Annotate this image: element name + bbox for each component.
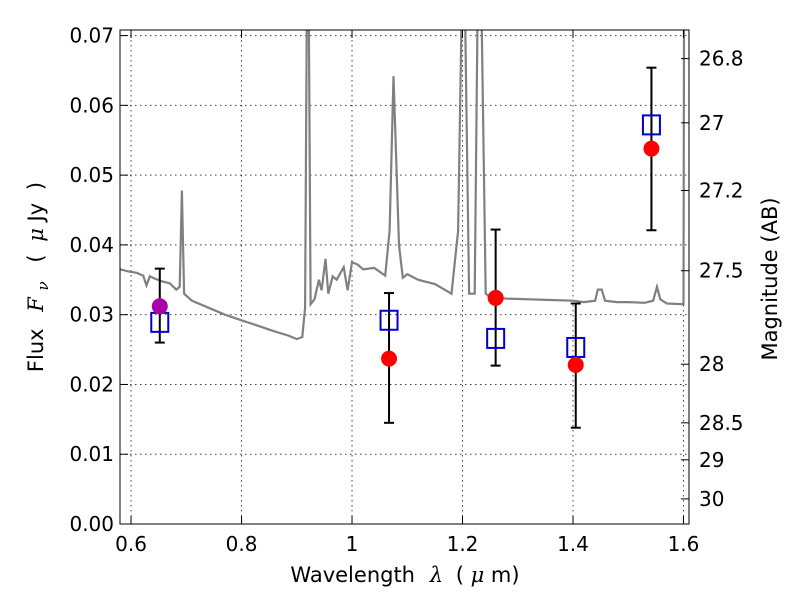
y2-tick-label: 26.8 xyxy=(699,47,744,71)
y2-axis-ticks: 26.8 27 27.2 27.5 28 28.5 29 30 xyxy=(681,47,744,511)
y2-tick-label: 27.5 xyxy=(699,259,744,283)
y2-axis-label: Magnitude (AB) xyxy=(758,197,782,360)
circle-marker xyxy=(567,356,584,373)
y-tick-label: 0.04 xyxy=(69,233,114,257)
x-axis-label-word: Wavelength xyxy=(290,563,415,587)
x-tick-label: 1.6 xyxy=(668,532,700,556)
x-tick-label: 1 xyxy=(346,532,359,556)
y2-tick-label: 28 xyxy=(699,352,724,376)
square-marker xyxy=(641,114,661,136)
model-spectrum-line xyxy=(120,30,686,341)
x-axis-ticks: 0.6 0.8 1 1.2 1.4 1.6 xyxy=(115,30,699,556)
plot-area xyxy=(120,30,686,341)
circle-marker xyxy=(643,140,660,157)
y-axis-label-paren-close: ) xyxy=(24,182,48,190)
y-axis-label: Flux F ν ( μ Jy ) xyxy=(24,182,53,372)
x-axis-label-paren: ( xyxy=(456,563,464,587)
data-markers xyxy=(150,114,661,373)
plot-frame xyxy=(119,29,690,525)
y2-tick-label: 29 xyxy=(699,448,724,472)
y-axis-label-subscript: ν xyxy=(34,281,52,290)
y-axis-label-word: Flux xyxy=(24,328,48,372)
x-axis-label: Wavelength λ ( μ m) xyxy=(290,563,519,587)
x-axis-label-symbol: λ xyxy=(429,563,443,587)
x-axis-label-unit: m) xyxy=(491,563,520,587)
y-axis-ticks: 0.00 0.01 0.02 0.03 0.04 0.05 0.06 0.07 xyxy=(69,24,128,536)
square-marker xyxy=(486,327,506,349)
y-tick-label: 0.01 xyxy=(69,442,114,466)
y-tick-label: 0.05 xyxy=(69,163,114,187)
y-tick-label: 0.02 xyxy=(69,372,114,396)
y-tick-label: 0.07 xyxy=(69,24,114,48)
y2-tick-label: 27.2 xyxy=(699,178,744,202)
error-bars xyxy=(154,66,657,429)
x-tick-label: 1.4 xyxy=(557,532,589,556)
y-tick-label: 0.03 xyxy=(69,303,114,327)
x-tick-label: 0.8 xyxy=(226,532,258,556)
y-axis-label-mu: μ xyxy=(24,228,48,242)
circle-marker xyxy=(151,298,168,315)
y-tick-label: 0.06 xyxy=(69,93,114,117)
y2-tick-label: 30 xyxy=(699,487,724,511)
x-tick-label: 1.2 xyxy=(447,532,479,556)
y-tick-label: 0.00 xyxy=(69,512,114,536)
circle-marker xyxy=(487,289,504,306)
y-axis-label-paren-open: ( xyxy=(24,254,48,262)
circle-marker xyxy=(381,350,398,367)
y-axis-label-unit: Jy xyxy=(24,203,48,224)
x-axis-label-mu: μ xyxy=(471,563,485,587)
y-axis-label-symbol: F xyxy=(24,296,48,313)
x-tick-label: 0.6 xyxy=(115,532,147,556)
y2-tick-label: 27 xyxy=(699,111,724,135)
y2-tick-label: 28.5 xyxy=(699,411,744,435)
square-marker xyxy=(379,309,399,331)
